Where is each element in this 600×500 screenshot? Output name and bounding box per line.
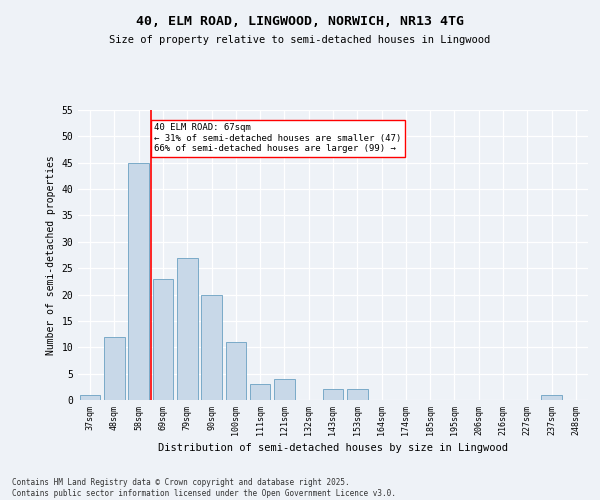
- Bar: [177, 258, 197, 400]
- Bar: [226, 342, 246, 400]
- Bar: [323, 390, 343, 400]
- Bar: [250, 384, 271, 400]
- Text: Contains HM Land Registry data © Crown copyright and database right 2025.
Contai: Contains HM Land Registry data © Crown c…: [12, 478, 396, 498]
- Bar: [104, 336, 125, 400]
- Y-axis label: Number of semi-detached properties: Number of semi-detached properties: [46, 155, 56, 355]
- Bar: [347, 390, 368, 400]
- Text: Size of property relative to semi-detached houses in Lingwood: Size of property relative to semi-detach…: [109, 35, 491, 45]
- Text: 40, ELM ROAD, LINGWOOD, NORWICH, NR13 4TG: 40, ELM ROAD, LINGWOOD, NORWICH, NR13 4T…: [136, 15, 464, 28]
- Bar: [201, 294, 222, 400]
- Bar: [128, 162, 149, 400]
- Bar: [541, 394, 562, 400]
- Bar: [152, 278, 173, 400]
- Bar: [80, 394, 100, 400]
- Bar: [274, 379, 295, 400]
- Text: 40 ELM ROAD: 67sqm
← 31% of semi-detached houses are smaller (47)
66% of semi-de: 40 ELM ROAD: 67sqm ← 31% of semi-detache…: [155, 123, 402, 153]
- X-axis label: Distribution of semi-detached houses by size in Lingwood: Distribution of semi-detached houses by …: [158, 443, 508, 453]
